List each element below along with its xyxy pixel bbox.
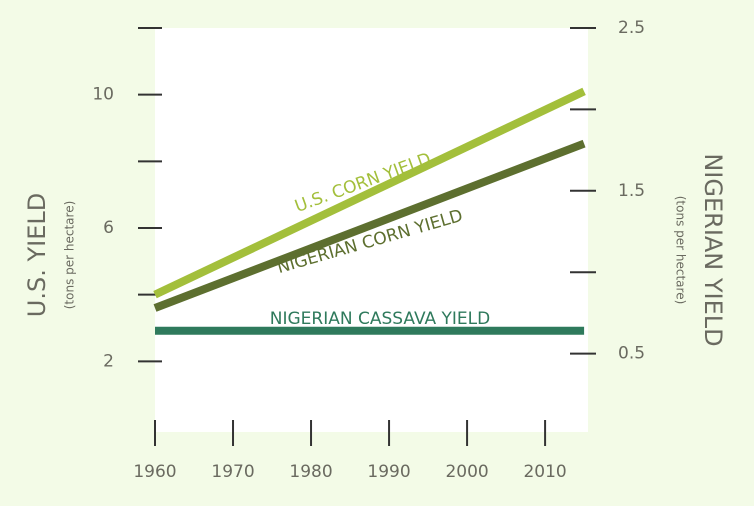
y-axis-subtitle: (tons per hectare) [63, 201, 77, 310]
x-tick-label: 1970 [211, 462, 254, 482]
series-line [153, 87, 586, 299]
series-line [153, 139, 586, 312]
x-tick-label: 2000 [445, 462, 488, 482]
y-tick-label: 10 [92, 85, 114, 105]
y2-tick-label: 1.5 [618, 181, 645, 201]
y-tick-label: 2 [103, 351, 114, 371]
x-tick-label: 2010 [523, 462, 566, 482]
y2-tick-label: 2.5 [618, 18, 645, 38]
y-tick-label: 6 [103, 218, 114, 238]
series-label: NIGERIAN CASSAVA YIELD [270, 309, 490, 329]
x-tick-label: 1960 [133, 462, 176, 482]
plot-area [155, 28, 588, 432]
y2-axis-subtitle: (tons per hectare) [674, 196, 688, 305]
y-axis-title: U.S. YIELD [23, 193, 51, 317]
x-tick-label: 1990 [367, 462, 410, 482]
y2-tick-label: 0.5 [618, 344, 645, 364]
x-tick-label: 1980 [289, 462, 332, 482]
y2-axis-title: NIGERIAN YIELD [699, 153, 727, 346]
